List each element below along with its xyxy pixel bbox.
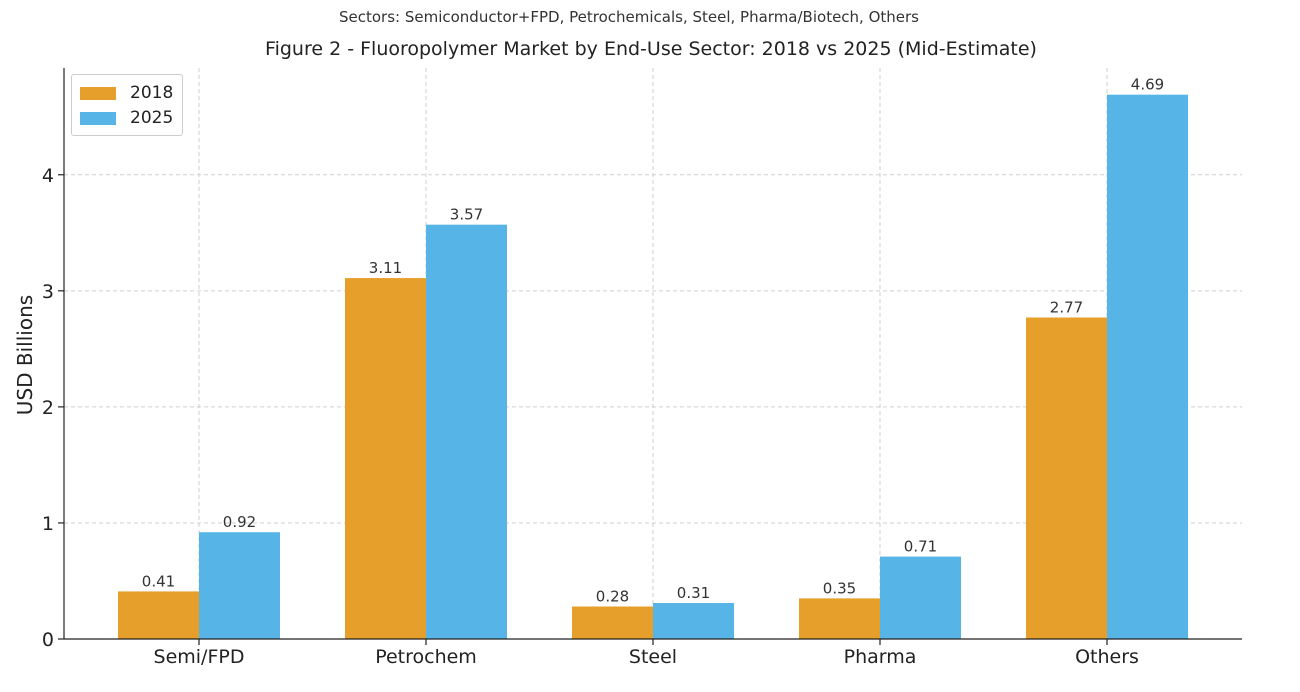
legend-item-2018: 2018 <box>80 83 173 103</box>
bar-2025-Others <box>1107 94 1188 639</box>
y-tick-label: 3 <box>42 281 54 303</box>
y-tick-label: 0 <box>42 629 54 651</box>
x-tick-label-Petrochem: Petrochem <box>375 646 477 668</box>
legend-swatch-2018 <box>80 86 116 100</box>
data-label-2018-Steel: 0.28 <box>596 588 629 606</box>
data-label-2025-Pharma: 0.71 <box>904 538 937 556</box>
bar-2025-Pharma <box>880 556 961 639</box>
y-tick-label: 1 <box>42 513 54 535</box>
x-tick-label-Pharma: Pharma <box>844 646 917 668</box>
data-label-2025-Semi/FPD: 0.92 <box>223 513 256 531</box>
y-tick-label: 2 <box>42 397 54 419</box>
x-tick-label-Steel: Steel <box>629 646 677 668</box>
legend-label-2025: 2025 <box>130 108 174 128</box>
bar-2018-Petrochem <box>345 278 426 639</box>
data-label-2025-Others: 4.69 <box>1131 76 1164 94</box>
data-label-2025-Petrochem: 3.57 <box>450 206 483 224</box>
x-tick-label-Others: Others <box>1075 646 1139 668</box>
x-tick-label-Semi/FPD: Semi/FPD <box>154 646 245 668</box>
data-label-2025-Steel: 0.31 <box>677 584 710 602</box>
bar-2018-Steel <box>572 606 653 639</box>
bar-2025-Semi/FPD <box>199 532 280 639</box>
bar-2025-Petrochem <box>426 224 507 640</box>
data-label-2018-Pharma: 0.35 <box>823 579 856 597</box>
data-label-2018-Semi/FPD: 0.41 <box>142 572 175 590</box>
bar-2025-Steel <box>653 603 734 639</box>
legend-swatch-2025 <box>80 111 116 125</box>
legend: 2018 2025 <box>71 74 183 136</box>
bar-2018-Pharma <box>799 598 880 639</box>
y-tick-label: 4 <box>42 165 54 187</box>
bar-2018-Semi/FPD <box>118 591 199 639</box>
data-label-2018-Others: 2.77 <box>1050 299 1083 317</box>
legend-label-2018: 2018 <box>130 83 174 103</box>
chart-subtitle: Sectors: Semiconductor+FPD, Petrochemica… <box>338 8 919 26</box>
data-label-2018-Petrochem: 3.11 <box>369 259 402 277</box>
bar-2018-Others <box>1026 317 1107 639</box>
chart-title: Figure 2 - Fluoropolymer Market by End-U… <box>265 38 1037 60</box>
legend-item-2025: 2025 <box>80 108 173 128</box>
